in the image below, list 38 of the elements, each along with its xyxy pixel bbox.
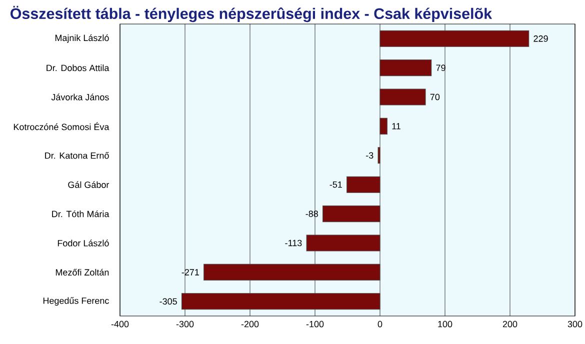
bar <box>204 264 380 280</box>
x-tick-label: 0 <box>378 320 382 328</box>
y-tick-label: Hegedűs Ferenc <box>43 297 109 306</box>
x-tick-label: 300 <box>568 320 582 328</box>
data-label: -113 <box>285 240 302 246</box>
bar <box>380 118 388 134</box>
bar <box>380 30 530 47</box>
data-label: -271 <box>182 269 199 276</box>
data-label: -88 <box>306 210 318 217</box>
bar <box>322 206 380 222</box>
x-tick-label: -400 <box>111 320 129 328</box>
data-label: 229 <box>534 35 548 42</box>
bar <box>181 293 380 310</box>
y-tick-label: Kotroczóné Somosi Éva <box>14 122 110 130</box>
y-tick-label: Gál Gábor <box>68 181 110 188</box>
y-tick-label: Dr. Tóth Mária <box>52 210 110 218</box>
data-label: -305 <box>160 298 177 305</box>
y-tick-label: Mezőfi Zoltán <box>56 268 109 276</box>
chart-title: Összesített tábla - tényleges népszerûségi index - Csak képviselõk <box>10 6 492 22</box>
data-label: 11 <box>392 123 400 130</box>
bar <box>346 176 380 193</box>
x-tick-label: 100 <box>438 320 452 328</box>
data-label: 79 <box>436 64 446 71</box>
x-tick-label: -300 <box>176 320 194 328</box>
x-tick-label: -200 <box>241 320 259 328</box>
x-tick-label: 200 <box>502 320 518 328</box>
y-tick-label: Majnik László <box>55 34 109 43</box>
y-tick-label: Dr. Dobos Attila <box>46 64 110 72</box>
data-label: -51 <box>330 181 342 188</box>
y-tick-label: Fodor László <box>58 240 109 246</box>
bar <box>380 60 432 76</box>
bar <box>380 88 426 106</box>
y-tick-label: Dr. Katona Ernő <box>45 152 109 159</box>
y-tick-label: Jávorka János <box>51 94 109 100</box>
data-label: 70 <box>430 94 440 100</box>
bar <box>306 234 380 252</box>
x-tick-label: -100 <box>306 320 324 328</box>
data-label: -3 <box>366 152 374 159</box>
